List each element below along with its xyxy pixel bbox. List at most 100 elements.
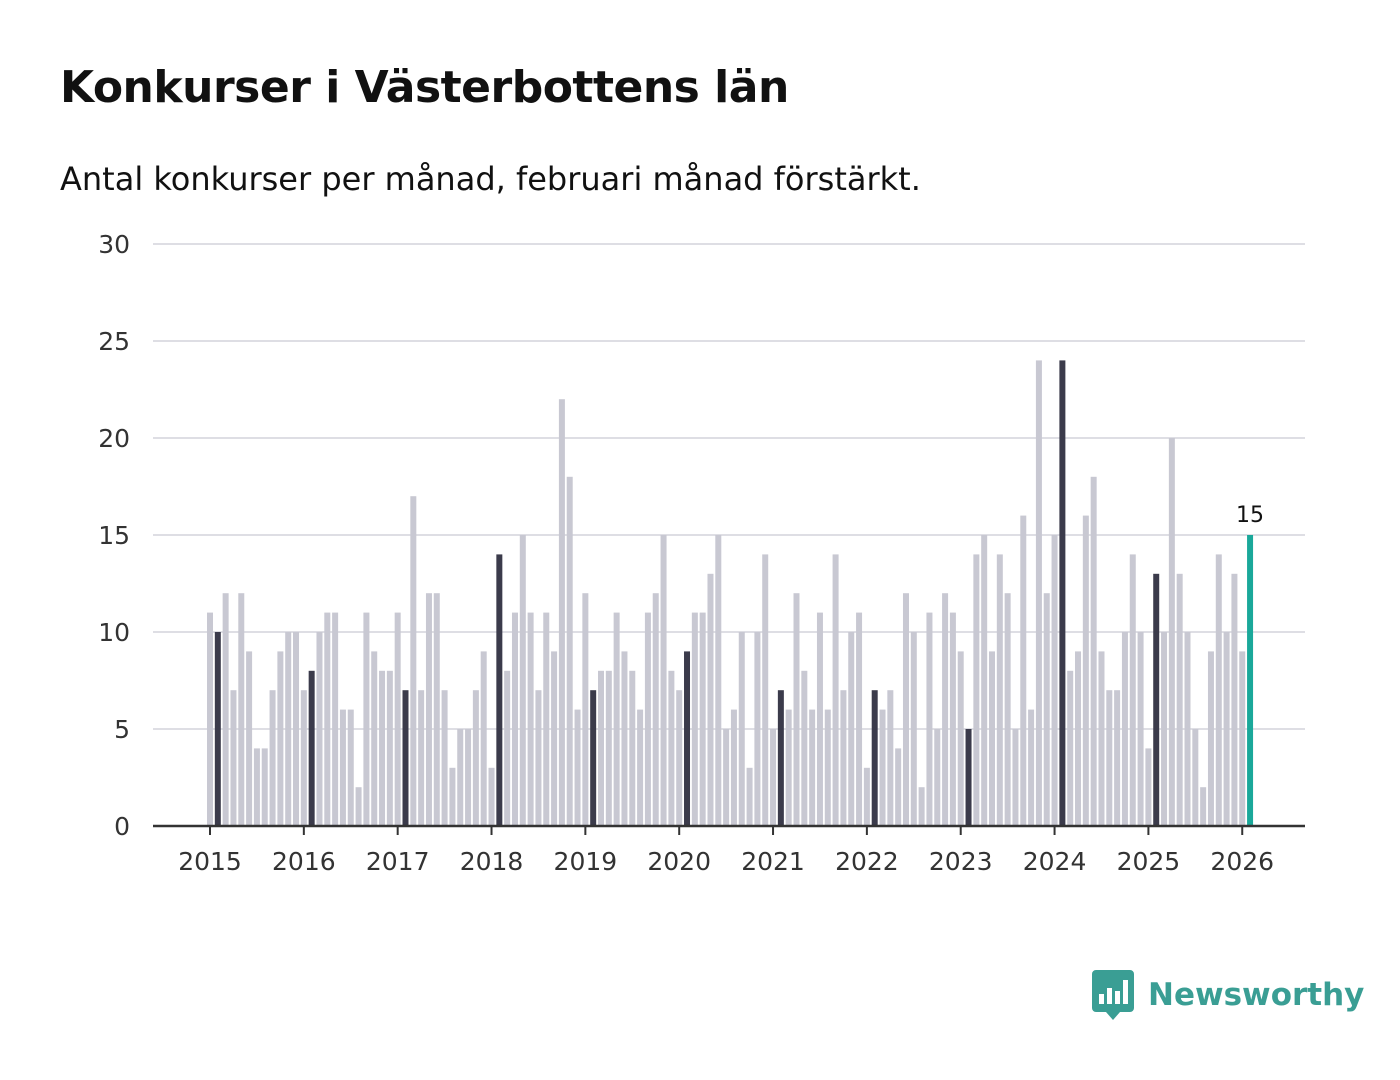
y-tick-label: 25 bbox=[98, 327, 130, 356]
bar bbox=[1168, 438, 1175, 826]
bar bbox=[816, 612, 823, 826]
bar bbox=[371, 651, 378, 826]
bar bbox=[871, 690, 878, 826]
bars bbox=[207, 360, 1254, 826]
bar bbox=[926, 612, 933, 826]
bar bbox=[942, 593, 949, 826]
x-tick-label: 2025 bbox=[1117, 847, 1181, 876]
bar bbox=[1145, 748, 1152, 826]
bar bbox=[1012, 729, 1019, 826]
x-tick-label: 2024 bbox=[1023, 847, 1087, 876]
bar bbox=[433, 593, 440, 826]
bar bbox=[1028, 709, 1035, 826]
bar bbox=[1231, 573, 1238, 826]
x-tick-label: 2017 bbox=[366, 847, 430, 876]
bar bbox=[965, 729, 972, 826]
bar bbox=[418, 690, 425, 826]
y-tick-label: 10 bbox=[98, 618, 130, 647]
chart-subtitle: Antal konkurser per månad, februari måna… bbox=[60, 160, 921, 198]
bar bbox=[480, 651, 487, 826]
bar bbox=[1184, 632, 1191, 826]
bar bbox=[1020, 515, 1027, 826]
bar bbox=[1153, 573, 1160, 826]
bar bbox=[253, 748, 260, 826]
bar bbox=[285, 632, 292, 826]
bar bbox=[222, 593, 229, 826]
bar bbox=[840, 690, 847, 826]
bar bbox=[801, 670, 808, 826]
bar bbox=[1035, 360, 1042, 826]
bar bbox=[465, 729, 472, 826]
bar bbox=[1200, 787, 1207, 826]
bar bbox=[1090, 476, 1097, 826]
bar bbox=[238, 593, 245, 826]
bar bbox=[715, 535, 722, 826]
bar bbox=[895, 748, 902, 826]
bar bbox=[746, 767, 753, 826]
bar bbox=[777, 690, 784, 826]
bar bbox=[332, 612, 339, 826]
bar bbox=[809, 709, 816, 826]
x-tick-label: 2022 bbox=[835, 847, 899, 876]
bar bbox=[394, 612, 401, 826]
bar bbox=[621, 651, 628, 826]
bar bbox=[652, 593, 659, 826]
bar bbox=[1004, 593, 1011, 826]
bar bbox=[848, 632, 855, 826]
bar bbox=[293, 632, 300, 826]
bar bbox=[957, 651, 964, 826]
bar bbox=[519, 535, 526, 826]
bar bbox=[832, 554, 839, 826]
x-tick-label: 2023 bbox=[929, 847, 993, 876]
bar bbox=[1215, 554, 1222, 826]
y-tick-label: 15 bbox=[98, 521, 130, 550]
bar bbox=[449, 767, 456, 826]
bar bbox=[910, 632, 917, 826]
bar bbox=[1075, 651, 1082, 826]
bar bbox=[918, 787, 925, 826]
bar bbox=[363, 612, 370, 826]
y-tick-label: 20 bbox=[98, 424, 130, 453]
bar bbox=[308, 670, 315, 826]
bar bbox=[551, 651, 558, 826]
bar bbox=[379, 670, 386, 826]
bar bbox=[668, 670, 675, 826]
bar bbox=[605, 670, 612, 826]
bar bbox=[996, 554, 1003, 826]
bar bbox=[793, 593, 800, 826]
newsworthy-logo: Newsworthy bbox=[1092, 970, 1364, 1020]
bar bbox=[699, 612, 706, 826]
bar bbox=[527, 612, 534, 826]
bar bbox=[629, 670, 636, 826]
bar bbox=[973, 554, 980, 826]
bar bbox=[762, 554, 769, 826]
bar bbox=[339, 709, 346, 826]
bar-chart-speech-icon bbox=[1092, 970, 1134, 1020]
bar bbox=[230, 690, 237, 826]
bar bbox=[598, 670, 604, 826]
bar bbox=[1082, 515, 1089, 826]
bar bbox=[730, 709, 737, 826]
bar bbox=[989, 651, 995, 826]
bar bbox=[410, 496, 417, 826]
bar bbox=[472, 690, 479, 826]
bar bbox=[386, 670, 393, 826]
bar bbox=[543, 612, 550, 826]
x-tick-label: 2015 bbox=[178, 847, 242, 876]
bar bbox=[1098, 651, 1105, 826]
bar bbox=[261, 748, 268, 826]
x-tick-label: 2019 bbox=[554, 847, 618, 876]
bar bbox=[856, 612, 863, 826]
bar bbox=[1121, 632, 1128, 826]
bar bbox=[496, 554, 503, 826]
bar bbox=[347, 709, 354, 826]
bar bbox=[1137, 632, 1144, 826]
bar bbox=[691, 612, 698, 826]
bar bbox=[879, 709, 886, 826]
bar bbox=[785, 709, 792, 826]
bar bbox=[582, 593, 589, 826]
bar bbox=[457, 729, 464, 826]
bar bbox=[684, 651, 691, 826]
